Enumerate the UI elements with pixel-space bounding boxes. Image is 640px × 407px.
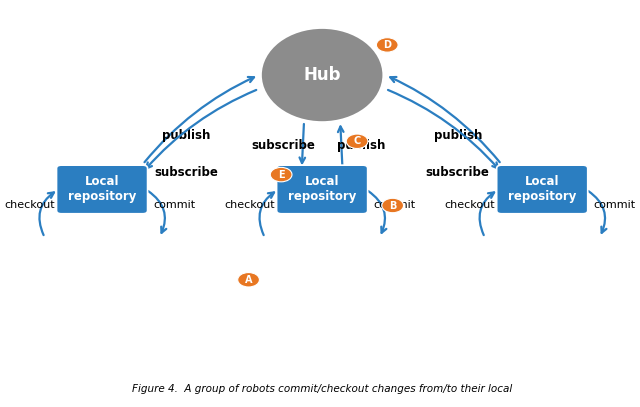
Text: subscribe: subscribe: [154, 166, 218, 179]
FancyBboxPatch shape: [276, 165, 367, 214]
Text: Hub: Hub: [303, 66, 341, 84]
Text: Local
repository: Local repository: [288, 175, 356, 204]
Text: publish: publish: [337, 139, 385, 152]
Text: Local
repository: Local repository: [68, 175, 136, 204]
Text: commit: commit: [154, 200, 195, 210]
Text: B: B: [389, 201, 396, 210]
Text: Local
repository: Local repository: [508, 175, 577, 204]
Circle shape: [346, 134, 368, 149]
Text: publish: publish: [163, 129, 211, 142]
Circle shape: [237, 273, 259, 287]
Text: D: D: [383, 40, 391, 50]
Text: C: C: [353, 136, 361, 146]
Text: publish: publish: [434, 129, 482, 142]
Text: checkout: checkout: [225, 200, 275, 210]
Text: E: E: [278, 170, 284, 179]
Text: commit: commit: [373, 200, 415, 210]
Text: subscribe: subscribe: [426, 166, 490, 179]
Circle shape: [382, 198, 404, 213]
Text: commit: commit: [593, 200, 636, 210]
FancyBboxPatch shape: [56, 165, 148, 214]
Text: A: A: [245, 275, 252, 285]
Text: subscribe: subscribe: [251, 139, 315, 152]
Circle shape: [270, 167, 292, 182]
Text: checkout: checkout: [4, 200, 55, 210]
Ellipse shape: [262, 29, 383, 121]
Circle shape: [376, 38, 398, 52]
FancyBboxPatch shape: [497, 165, 588, 214]
Text: checkout: checkout: [445, 200, 495, 210]
Text: Figure 4.  A group of robots commit/checkout changes from/to their local: Figure 4. A group of robots commit/check…: [132, 384, 512, 394]
